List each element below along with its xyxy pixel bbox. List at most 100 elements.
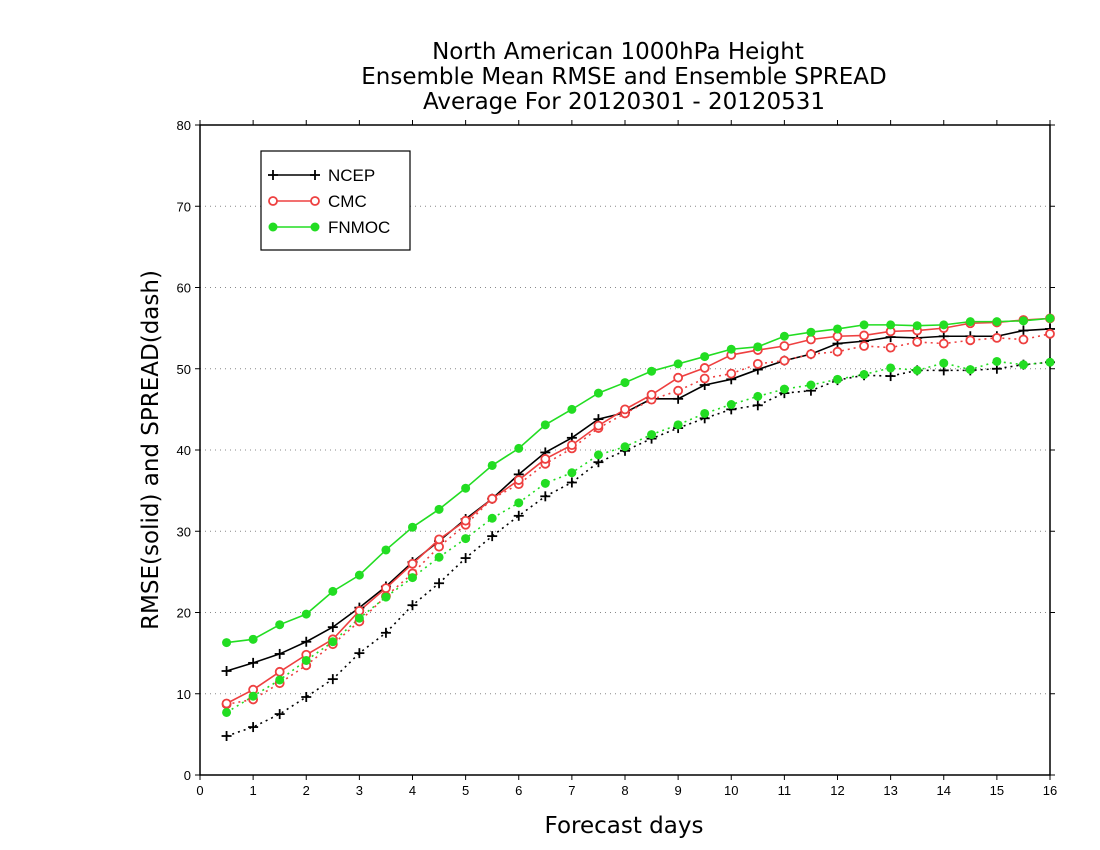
fnmoc-spread-point bbox=[593, 450, 603, 460]
fnmoc-rmse-point bbox=[833, 324, 842, 334]
ncep-rmse-point bbox=[301, 636, 312, 647]
fnmoc-rmse-point bbox=[620, 378, 630, 388]
legend-marker-cmc-a bbox=[268, 196, 278, 206]
y-tick-label-3: 30 bbox=[177, 524, 191, 539]
fnmoc-spread-point bbox=[939, 358, 949, 368]
y-tick-label-8: 80 bbox=[177, 118, 191, 133]
fnmoc-rmse-point bbox=[301, 609, 311, 619]
cmc-rmse-point bbox=[699, 363, 710, 373]
fnmoc-spread-point bbox=[673, 420, 683, 430]
y-tick-label-5: 50 bbox=[177, 362, 191, 377]
fnmoc-spread-point bbox=[806, 380, 816, 390]
fnmoc-spread-point bbox=[514, 498, 524, 508]
cmc-rmse-point bbox=[779, 341, 790, 351]
cmc-rmse-point bbox=[487, 493, 498, 504]
chart-title-line-1: North American 1000hPa Height bbox=[432, 39, 804, 65]
cmc-spread-point bbox=[806, 349, 816, 360]
cmc-rmse-point bbox=[593, 420, 604, 431]
cmc-rmse-point bbox=[513, 475, 524, 485]
cmc-rmse-point bbox=[566, 440, 577, 451]
cmc-rmse-point bbox=[274, 666, 285, 677]
fnmoc-spread-point bbox=[567, 468, 577, 478]
cmc-spread-point bbox=[832, 346, 843, 357]
x-tick-label-12: 12 bbox=[830, 783, 844, 798]
cmc-rmse-point bbox=[221, 698, 232, 709]
fnmoc-rmse-point bbox=[779, 331, 789, 341]
cmc-spread-point bbox=[938, 338, 949, 349]
fnmoc-spread-point bbox=[381, 592, 391, 602]
cmc-rmse-point bbox=[806, 334, 816, 345]
fnmoc-rmse-point bbox=[753, 342, 763, 352]
fnmoc-rmse-point bbox=[461, 483, 471, 493]
fnmoc-rmse-point bbox=[1045, 313, 1055, 323]
fnmoc-spread-point bbox=[354, 613, 364, 623]
fnmoc-spread-point bbox=[912, 365, 922, 375]
fnmoc-rmse-point bbox=[434, 504, 444, 514]
ncep-spread-line bbox=[226, 361, 1051, 737]
fnmoc-rmse-point bbox=[275, 620, 285, 630]
fnmoc-spread-point bbox=[700, 408, 710, 418]
x-tick-label-4: 4 bbox=[409, 783, 416, 798]
fnmoc-rmse-point bbox=[912, 321, 922, 331]
x-tick-label-13: 13 bbox=[883, 783, 897, 798]
cmc-spread-line bbox=[226, 333, 1051, 706]
ncep-spread-point bbox=[221, 731, 232, 741]
x-tick-label-5: 5 bbox=[462, 783, 469, 798]
ncep-spread-point bbox=[540, 491, 551, 502]
cmc-rmse-point bbox=[354, 605, 365, 616]
y-tick-label-2: 20 bbox=[177, 606, 191, 621]
fnmoc-spread-point bbox=[408, 573, 417, 583]
ncep-spread-point bbox=[327, 674, 338, 685]
fnmoc-spread-point bbox=[434, 552, 444, 562]
ncep-rmse-point bbox=[1018, 325, 1029, 336]
cmc-spread-point bbox=[965, 335, 976, 346]
fnmoc-rmse-line bbox=[226, 317, 1051, 644]
fnmoc-rmse-point bbox=[354, 570, 364, 580]
x-tick-label-3: 3 bbox=[356, 783, 363, 798]
fnmoc-rmse-point bbox=[381, 545, 391, 555]
cmc-rmse-point bbox=[673, 372, 684, 383]
fnmoc-spread-point bbox=[461, 534, 471, 544]
fnmoc-rmse-point bbox=[886, 320, 896, 330]
y-tick-label-1: 10 bbox=[177, 687, 191, 702]
legend-marker-cmc-b bbox=[310, 196, 320, 206]
cmc-rmse-point bbox=[434, 534, 444, 545]
fnmoc-rmse-point bbox=[859, 320, 869, 330]
fnmoc-rmse-point bbox=[726, 344, 736, 354]
chart-title-line-3: Average For 20120301 - 20120531 bbox=[423, 89, 825, 115]
ncep-spread-point bbox=[301, 692, 312, 702]
fnmoc-rmse-point bbox=[222, 638, 232, 648]
y-tick-label-6: 60 bbox=[177, 281, 191, 296]
y-tick-label-7: 70 bbox=[177, 199, 191, 214]
cmc-rmse-point bbox=[460, 515, 471, 526]
cmc-spread-point bbox=[699, 373, 710, 384]
fnmoc-spread-point bbox=[275, 675, 285, 685]
ncep-spread-point bbox=[885, 371, 896, 382]
fnmoc-spread-point bbox=[965, 365, 975, 375]
x-tick-label-14: 14 bbox=[937, 783, 951, 798]
fnmoc-spread-point bbox=[886, 363, 896, 373]
ncep-rmse-point bbox=[221, 666, 232, 676]
x-tick-label-10: 10 bbox=[724, 783, 738, 798]
fnmoc-rmse-point bbox=[567, 404, 577, 414]
x-tick-label-9: 9 bbox=[675, 783, 682, 798]
fnmoc-rmse-point bbox=[806, 327, 816, 337]
x-tick-label-7: 7 bbox=[568, 783, 575, 798]
fnmoc-spread-line bbox=[226, 360, 1051, 714]
x-tick-label-15: 15 bbox=[990, 783, 1004, 798]
cmc-spread-point bbox=[726, 368, 737, 379]
fnmoc-spread-point bbox=[301, 655, 311, 665]
chart-title-line-2: Ensemble Mean RMSE and Ensemble SPREAD bbox=[361, 64, 886, 90]
y-tick-label-4: 40 bbox=[177, 443, 191, 458]
fnmoc-rmse-point bbox=[673, 359, 683, 369]
fnmoc-rmse-point bbox=[939, 320, 949, 330]
fnmoc-rmse-point bbox=[514, 443, 524, 453]
cmc-spread-point bbox=[859, 341, 869, 351]
legend-label-cmc: CMC bbox=[328, 192, 367, 211]
x-axis-title: Forecast days bbox=[545, 813, 704, 839]
x-tick-label-16: 16 bbox=[1043, 783, 1057, 798]
cmc-spread-point bbox=[1018, 334, 1029, 345]
fnmoc-spread-point bbox=[248, 691, 258, 701]
cmc-rmse-point bbox=[407, 558, 418, 569]
cmc-spread-point bbox=[991, 332, 1002, 343]
